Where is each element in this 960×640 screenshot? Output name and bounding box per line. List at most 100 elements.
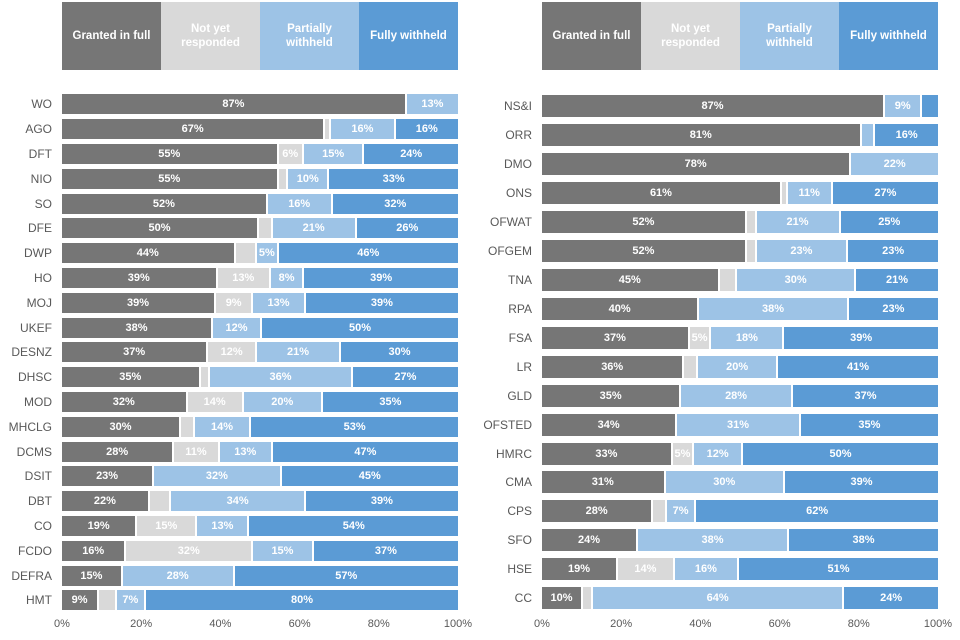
bar-segment-value: 46% [357,247,380,260]
bar-segment-value: 5% [691,331,708,344]
bar-segment-value: 33% [595,447,618,460]
bar-segment-value: 32% [177,544,200,557]
bar-track: 67% 16% 16% [62,119,459,140]
legend-item-fully-withheld: Fully withheld [839,2,938,70]
bar-segment-value: 22% [883,158,906,171]
axis-tick: 0% [54,617,70,630]
bar-segment-value: 57% [335,569,358,582]
bar-segment-value: 28% [166,569,189,582]
chart-row: DFE 50% 21% 26% [0,216,459,241]
category-label: DFE [28,221,52,236]
bar-track: 52% 21% 25% [542,211,938,234]
bar-segment-granted-in-full: 52% [542,211,745,234]
chart-row: NS&I 87% 9% [480,92,939,121]
bar-segment-partially-withheld: 13% [197,515,248,536]
legend-item-not-yet-responded: Not yet responded [641,2,740,70]
category-label: HO [34,270,52,285]
bar-segment-partially-withheld: 21% [272,218,355,239]
bar-segment-not-yet-responded [259,218,271,239]
bar-segment-fully-withheld: 24% [844,587,938,610]
bar-track: 55% 10% 33% [62,168,458,189]
bar-segment-not-yet-responded: 15% [137,515,196,536]
bar-segment-granted-in-full: 22% [62,491,148,512]
category-label: OFSTED [483,417,532,432]
category-label: CMA [505,475,532,490]
category-label: WO [31,97,52,112]
bar-segment-granted-in-full: 15% [62,565,121,586]
bar-segment-fully-withheld: 35% [800,413,938,436]
category-label: HMT [26,593,52,608]
x-axis-right: 0% 20% 40% 60% 80% 100% [534,617,952,634]
bar-segment-value: 37% [374,544,397,557]
bar-segment-value: 8% [278,271,295,284]
category-label: LR [516,359,532,374]
bar-segment-value: 30% [388,346,411,359]
bar-segment-partially-withheld: 18% [711,326,783,349]
bar-segment-value: 19% [87,519,110,532]
left-chart-panel: Granted in full Not yet responded Partiall… [0,2,480,640]
bar-segment-value: 32% [384,197,407,210]
bar-track: 78% 22% [542,153,938,176]
bar-segment-value: 31% [727,418,750,431]
bar-segment-value: 37% [123,346,146,359]
bar-track: 40% 38% 23% [542,297,938,320]
bar-segment-fully-withheld: 37% [313,540,458,561]
category-label: DEFRA [11,568,52,583]
bar-segment-value: 15% [155,519,178,532]
chart-row: DWP 44% 5% 46% [0,241,458,266]
bar-segment-value: 6% [282,147,299,160]
bar-segment-value: 38% [852,534,875,547]
bar-segment-not-yet-responded: 14% [187,391,242,412]
bar-track: 87% 9% [542,95,939,118]
bar-segment-partially-withheld: 15% [253,540,312,561]
bar-segment-value: 39% [127,271,150,284]
bar-segment-fully-withheld: 57% [234,565,458,586]
category-label: GLD [507,388,532,403]
bar-segment-value: 24% [400,147,423,160]
bar-segment-partially-withheld: 21% [257,342,339,363]
bar-track: 28% 11% 13% 47% [62,441,458,462]
left-chart: WO 87% 13% AGO 67% 16% 16% DFT 55% 6% 15% 24% NIO 55%… [0,92,459,613]
bar-segment-granted-in-full: 24% [542,529,637,552]
category-label: NS&I [503,99,532,114]
legend-right: Granted in full Not yet responded Partiall… [542,2,938,70]
category-label: DFT [28,146,52,161]
bar-track: 22% 34% 39% [62,491,458,512]
chart-row: DBT 22% 34% 39% [0,489,458,514]
bar-segment-partially-withheld: 20% [698,355,777,378]
bar-segment-not-yet-responded: 12% [208,342,256,363]
chart-row: OFWAT 52% 21% 25% [480,208,938,237]
bar-track: 44% 5% 46% [62,243,458,264]
bar-segment-granted-in-full: 44% [62,243,234,264]
bar-segment-value: 37% [603,331,626,344]
legend-item-fully-withheld: Fully withheld [359,2,458,70]
bar-segment-granted-in-full: 36% [542,355,683,378]
bar-track: 81% 16% [542,124,938,147]
bar-segment-fully-withheld: 38% [789,529,938,552]
bar-segment-value: 80% [290,594,313,607]
bar-segment-granted-in-full: 55% [62,168,277,189]
bar-segment-value: 5% [674,447,691,460]
chart-row: TNA 45% 30% 21% [480,266,938,295]
category-label: FCDO [18,543,52,558]
bar-track: 50% 21% 26% [62,218,459,239]
bar-segment-partially-withheld: 9% [885,95,921,118]
chart-row: CPS 28% 7% 62% [480,497,938,526]
bar-segment-value: 81% [689,129,712,142]
category-label: DSIT [24,469,52,484]
bar-segment-not-yet-responded: 5% [672,442,693,465]
bar-segment-value: 12% [706,447,729,460]
bar-segment-value: 38% [761,302,784,315]
bar-segment-value: 9% [894,100,911,113]
right-chart-panel: Granted in full Not yet responded Partiall… [480,2,960,640]
bar-segment-value: 11% [798,187,820,200]
bar-segment-value: 23% [882,245,905,258]
axis-tick: 20% [610,617,633,630]
bar-segment-value: 24% [880,592,903,605]
bar-segment-value: 13% [211,519,234,532]
bar-segment-partially-withheld: 21% [756,211,839,234]
bar-segment-granted-in-full: 38% [62,317,211,338]
category-label: CPS [507,504,532,519]
bar-segment-granted-in-full: 28% [62,441,173,462]
bar-segment-not-yet-responded [278,168,287,189]
